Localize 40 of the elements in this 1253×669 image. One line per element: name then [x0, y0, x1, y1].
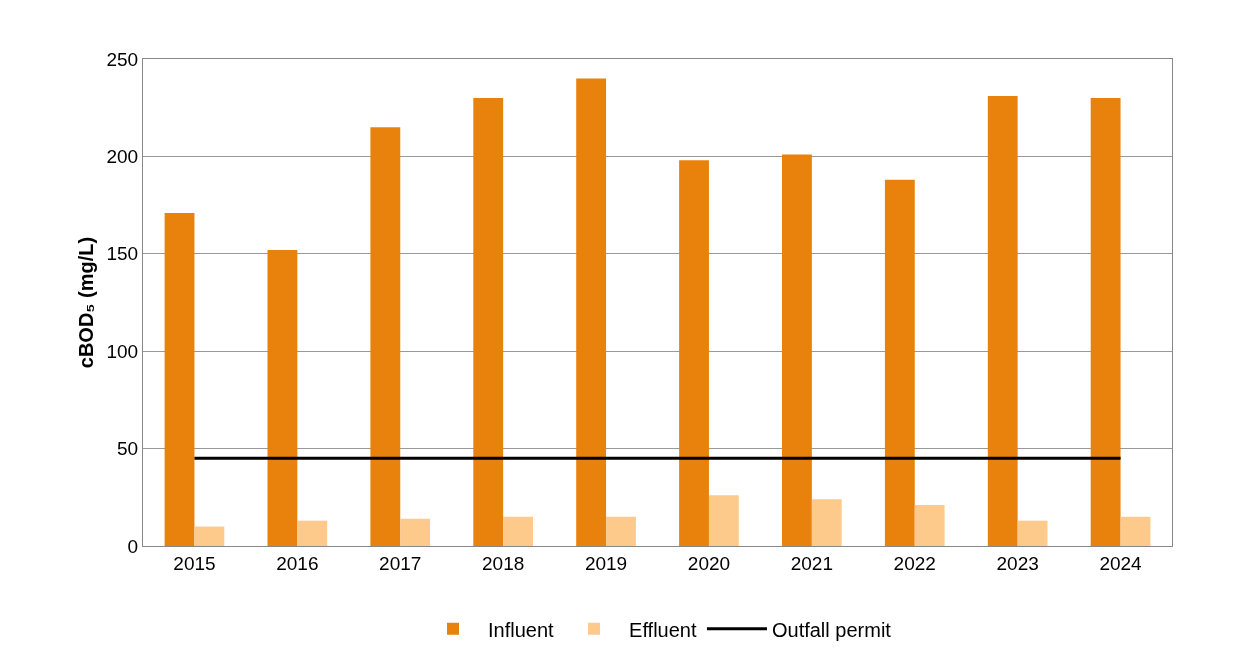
- legend-label: Effluent: [629, 618, 697, 641]
- legend-label: Influent: [488, 618, 555, 641]
- y-tick-label: 100: [106, 340, 139, 362]
- bar: [811, 499, 842, 546]
- y-tick-label: 50: [117, 438, 139, 460]
- bar: [782, 154, 812, 546]
- x-tick-label: 2017: [379, 552, 422, 574]
- bar: [1017, 520, 1048, 546]
- bar: [297, 520, 328, 546]
- bar: [370, 127, 401, 546]
- x-tick-label: 2020: [687, 552, 731, 574]
- bar: [708, 495, 739, 546]
- x-tick-label: 2021: [790, 552, 833, 574]
- bar: [987, 96, 1018, 546]
- bar: [267, 249, 298, 546]
- y-axis-title: cBOD₅ (mg/L): [75, 236, 97, 369]
- bar: [473, 97, 504, 546]
- x-tick-label: 2024: [1099, 552, 1143, 574]
- bar: [194, 526, 225, 546]
- bar: [400, 518, 431, 546]
- bar: [1090, 97, 1121, 546]
- bar: [1120, 516, 1151, 546]
- y-tick-label: 250: [106, 48, 139, 70]
- x-tick-label: 2019: [584, 552, 628, 574]
- legend-label: Outfall permit: [771, 618, 892, 641]
- y-tick-label: 0: [127, 535, 139, 557]
- bar: [576, 78, 607, 546]
- x-tick-label: 2016: [276, 552, 319, 574]
- x-tick-label: 2023: [996, 552, 1039, 574]
- y-tick-label: 200: [106, 146, 139, 168]
- y-tick-label: 150: [106, 243, 139, 265]
- bar: [884, 179, 915, 546]
- x-tick-label: 2015: [173, 552, 216, 574]
- bar: [164, 212, 195, 546]
- x-tick-label: 2018: [482, 552, 525, 574]
- bar: [503, 516, 533, 546]
- x-tick-label: 2022: [893, 552, 936, 574]
- bar: [606, 516, 636, 546]
- bar: [679, 160, 709, 546]
- bar: [914, 505, 945, 546]
